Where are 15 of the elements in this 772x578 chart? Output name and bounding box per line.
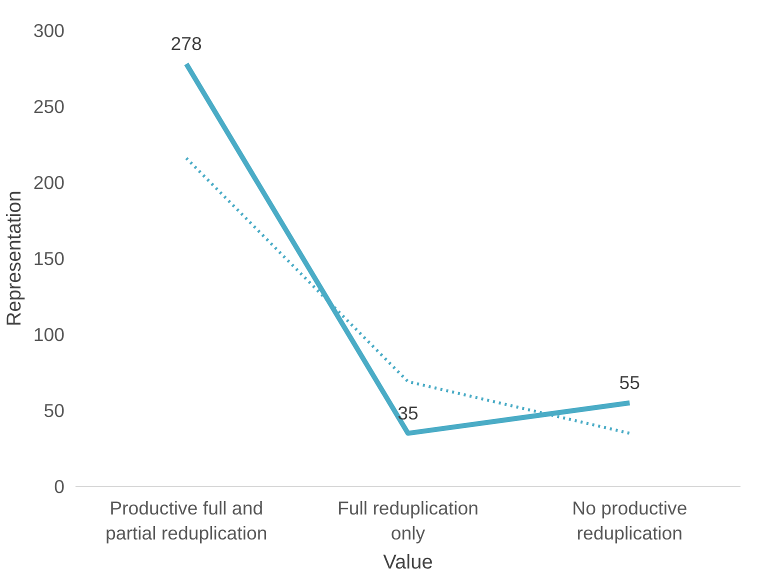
y-tick-label: 0 <box>54 476 65 497</box>
data-label: 55 <box>619 372 640 393</box>
y-tick-label: 300 <box>33 20 65 41</box>
y-tick-label: 150 <box>33 248 65 269</box>
x-tick-label: Full reduplication only <box>337 498 479 544</box>
y-tick-label: 100 <box>33 324 65 345</box>
data-label: 278 <box>170 32 202 54</box>
y-tick-label: 200 <box>33 172 65 193</box>
x-axis-title: Value <box>383 552 433 574</box>
y-axis-title: Representation <box>3 190 26 326</box>
x-tick-label: No productive reduplication <box>572 498 688 544</box>
y-tick-label: 250 <box>33 96 65 117</box>
data-label: 35 <box>398 402 418 424</box>
x-tick-label: Productive full and partial reduplication <box>105 498 268 544</box>
y-tick-label: 50 <box>44 400 65 421</box>
